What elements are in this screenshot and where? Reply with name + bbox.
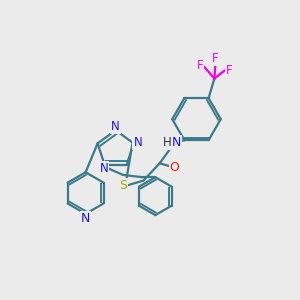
Text: F: F (196, 59, 203, 72)
Text: N: N (134, 136, 142, 149)
Text: F: F (226, 64, 232, 77)
Text: O: O (170, 161, 180, 174)
Text: N: N (172, 136, 181, 149)
Text: S: S (119, 179, 127, 192)
Text: F: F (212, 52, 219, 65)
Text: H: H (164, 136, 172, 149)
Text: N: N (111, 120, 120, 133)
Text: N: N (100, 162, 108, 175)
Text: N: N (81, 212, 90, 224)
